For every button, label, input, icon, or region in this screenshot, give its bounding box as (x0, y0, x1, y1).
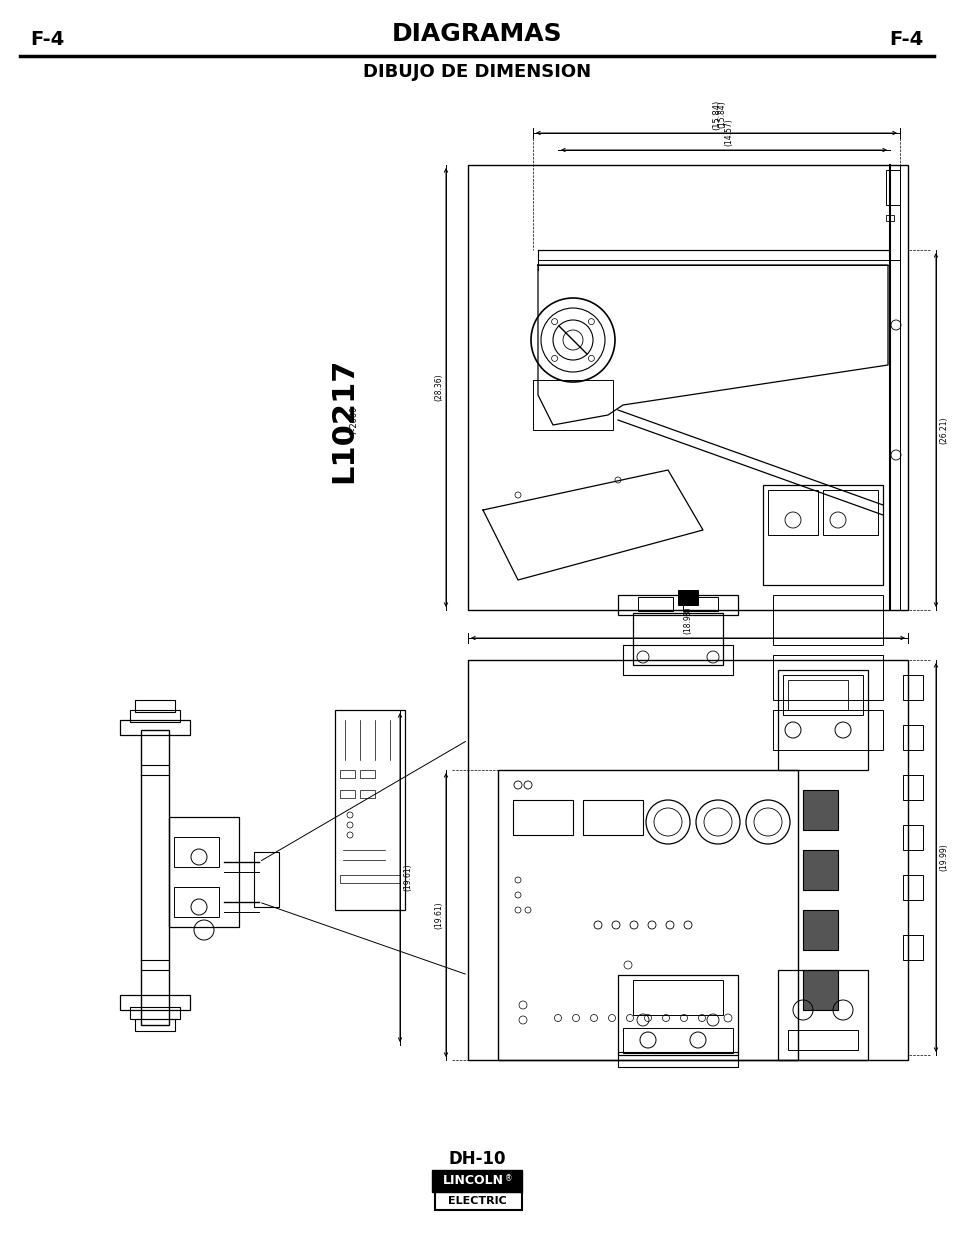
Text: ®: ® (504, 1174, 512, 1183)
Bar (802, 969, 837, 1010)
Bar (339, 790, 355, 798)
Bar (772, 655, 882, 700)
Bar (468, 659, 907, 1060)
Bar (678, 590, 698, 605)
Bar (435, 1192, 521, 1210)
Text: ELECTRIC: ELECTRIC (447, 1195, 506, 1207)
Bar (787, 1030, 857, 1050)
Text: LINCOLN: LINCOLN (442, 1174, 503, 1188)
Text: L10217: L10217 (329, 357, 358, 483)
Bar (682, 597, 718, 611)
Bar (778, 969, 867, 1060)
Bar (618, 974, 738, 1055)
Text: (28.36): (28.36) (434, 374, 442, 401)
Bar (622, 645, 732, 676)
Bar (120, 720, 190, 735)
Bar (513, 800, 573, 835)
Bar (468, 165, 907, 610)
Text: (18.98): (18.98) (682, 606, 692, 634)
Bar (359, 790, 375, 798)
Text: DIAGRAMAS: DIAGRAMAS (392, 22, 561, 46)
Bar (902, 876, 923, 900)
Bar (902, 725, 923, 750)
Bar (253, 852, 278, 906)
Text: 7-2000: 7-2000 (349, 405, 358, 435)
Bar (772, 595, 882, 645)
Polygon shape (482, 471, 702, 580)
Bar (902, 676, 923, 700)
Bar (778, 671, 867, 769)
Text: (26.21): (26.21) (938, 416, 947, 443)
Bar (339, 769, 355, 778)
Bar (787, 680, 847, 710)
Bar (359, 769, 375, 778)
Bar (638, 597, 672, 611)
Bar (618, 595, 738, 615)
Bar (135, 1019, 174, 1031)
Bar (173, 887, 219, 918)
Bar (885, 170, 899, 205)
Text: (15.84): (15.84) (717, 100, 725, 128)
Text: DIBUJO DE DIMENSION: DIBUJO DE DIMENSION (362, 63, 591, 82)
Text: (19.99): (19.99) (938, 844, 947, 872)
Bar (497, 769, 797, 1060)
Text: F-4: F-4 (30, 30, 64, 49)
Bar (130, 1007, 180, 1019)
Bar (902, 825, 923, 850)
Bar (782, 676, 862, 715)
Bar (885, 215, 893, 221)
Bar (762, 485, 882, 585)
Bar (802, 910, 837, 950)
Bar (169, 818, 239, 927)
Text: F-4: F-4 (889, 30, 923, 49)
Bar (902, 776, 923, 800)
Bar (618, 1052, 738, 1067)
Bar (822, 490, 877, 535)
Bar (772, 710, 882, 750)
Bar (335, 710, 405, 910)
Text: (15.84): (15.84) (711, 100, 720, 130)
Bar (902, 935, 923, 960)
Bar (120, 995, 190, 1010)
Bar (802, 850, 837, 890)
Bar (173, 837, 219, 867)
Bar (622, 1028, 732, 1053)
Text: (14.57): (14.57) (723, 119, 733, 146)
Bar (633, 981, 722, 1015)
Bar (432, 1170, 521, 1192)
Bar (582, 800, 642, 835)
Text: (19.61): (19.61) (402, 863, 412, 892)
Text: (19.61): (19.61) (434, 902, 442, 929)
Bar (533, 380, 613, 430)
Bar (633, 613, 722, 664)
Bar (135, 700, 174, 713)
Bar (339, 876, 399, 883)
Bar (141, 730, 169, 1025)
Bar (130, 710, 180, 722)
Bar (802, 790, 837, 830)
Text: DH-10: DH-10 (448, 1150, 505, 1168)
Bar (767, 490, 817, 535)
